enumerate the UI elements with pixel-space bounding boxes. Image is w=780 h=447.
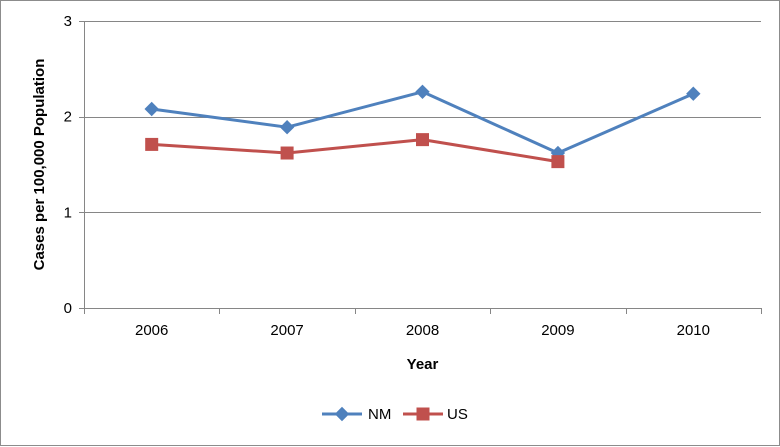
data-point-nm xyxy=(686,86,701,101)
data-point-us xyxy=(551,155,565,169)
data-point-nm xyxy=(415,84,430,100)
series-markers xyxy=(144,84,701,169)
legend-label: US xyxy=(447,406,468,423)
gridlines xyxy=(84,21,761,213)
x-tick-labels: 2006 2007 2008 2009 2010 xyxy=(135,322,710,339)
y-tick-label: 0 xyxy=(64,300,72,317)
legend: NM US xyxy=(322,406,468,423)
x-tick-label: 2009 xyxy=(541,322,574,339)
y-axis-title: Cases per 100,000 Population xyxy=(31,59,48,271)
y-tick-label: 2 xyxy=(64,109,72,126)
legend-marker xyxy=(416,407,430,421)
data-point-us xyxy=(280,146,294,160)
data-point-nm xyxy=(279,119,295,135)
x-tick-label: 2007 xyxy=(270,322,303,339)
data-point-us xyxy=(145,137,159,151)
legend-marker xyxy=(334,406,350,422)
x-axis-title: Year xyxy=(407,356,439,373)
x-tick-label: 2006 xyxy=(135,322,168,339)
y-tick-label: 3 xyxy=(64,13,72,30)
y-tick-labels: 0 1 2 3 xyxy=(64,13,72,317)
series-line-us xyxy=(151,138,559,164)
legend-item-us: US xyxy=(403,406,468,423)
y-tick-label: 1 xyxy=(64,204,72,221)
data-point-nm xyxy=(144,101,159,117)
legend-label: NM xyxy=(368,406,391,423)
legend-item-nm: NM xyxy=(322,406,391,423)
series-lines xyxy=(151,90,694,164)
data-point-us xyxy=(416,133,429,147)
axes xyxy=(79,21,762,314)
x-tick-label: 2008 xyxy=(406,322,439,339)
x-tick-label: 2010 xyxy=(677,322,710,339)
